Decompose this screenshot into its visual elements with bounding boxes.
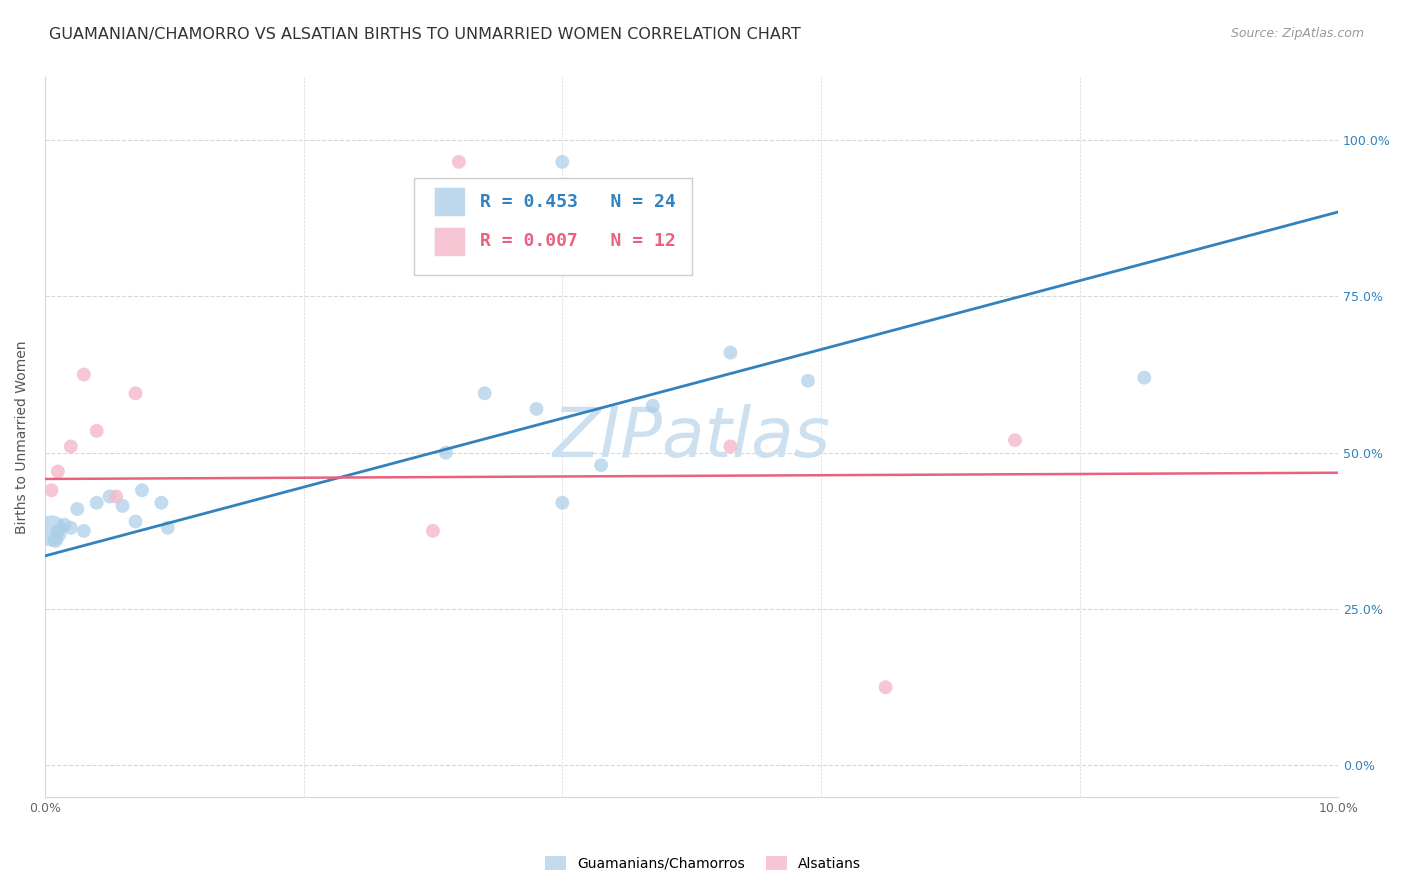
Point [474,386,496,401]
Point [105,490,128,504]
Point [73,524,96,538]
Point [124,515,146,529]
Point [66,502,89,516]
Point [551,154,574,169]
Point [434,446,457,460]
Point [41,483,63,498]
Y-axis label: Births to Unmarried Women: Births to Unmarried Women [15,341,30,533]
Point [641,399,664,413]
Point [124,386,146,401]
Point [526,401,548,416]
Text: Source: ZipAtlas.com: Source: ZipAtlas.com [1230,27,1364,40]
FancyBboxPatch shape [413,178,692,276]
Point [1004,433,1026,447]
Point [422,524,444,538]
Point [447,154,470,169]
Point [46,465,69,479]
Point [46,524,69,538]
Point [1133,370,1156,384]
Point [551,496,574,510]
Point [131,483,153,498]
Point [156,521,179,535]
Point [797,374,820,388]
Point [591,458,613,473]
Legend: Guamanians/Chamorros, Alsatians: Guamanians/Chamorros, Alsatians [540,850,866,876]
Point [86,496,108,510]
Point [86,424,108,438]
Point [150,496,173,510]
Point [718,345,741,359]
Point [44,533,66,548]
Point [59,521,82,535]
Point [875,680,897,694]
Text: ZIPatlas: ZIPatlas [553,403,831,471]
Point [59,440,82,454]
Point [98,490,121,504]
Point [718,440,741,454]
FancyBboxPatch shape [434,227,465,256]
Point [53,517,76,532]
Text: R = 0.007   N = 12: R = 0.007 N = 12 [479,233,675,251]
Text: GUAMANIAN/CHAMORRO VS ALSATIAN BIRTHS TO UNMARRIED WOMEN CORRELATION CHART: GUAMANIAN/CHAMORRO VS ALSATIAN BIRTHS TO… [49,27,801,42]
Point [41,524,63,538]
Point [111,499,134,513]
FancyBboxPatch shape [434,187,465,216]
Point [73,368,96,382]
Text: R = 0.453   N = 24: R = 0.453 N = 24 [479,193,675,211]
